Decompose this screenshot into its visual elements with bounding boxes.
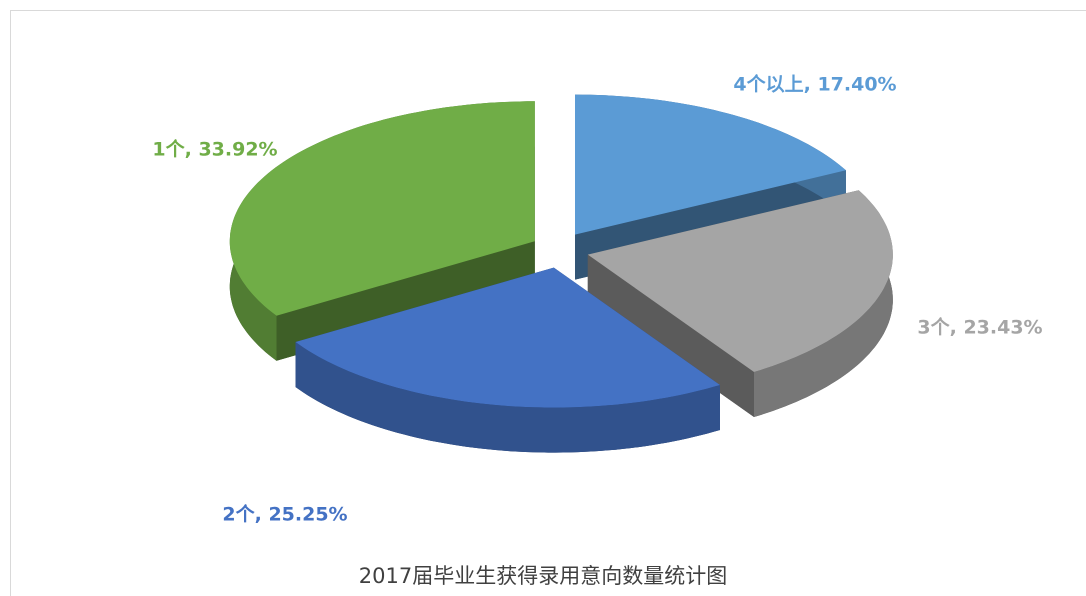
data-label: 1个, 33.92%	[152, 139, 277, 161]
slice-top	[295, 267, 720, 408]
data-label: 3个, 23.43%	[917, 317, 1042, 339]
data-label: 4个以上, 17.40%	[733, 74, 896, 96]
slice-radial-wall	[587, 254, 754, 417]
slice-top	[229, 101, 535, 316]
slice-outer-wall	[295, 342, 720, 453]
pie-slice	[587, 190, 893, 417]
slice-top	[587, 190, 893, 372]
chart-frame	[10, 10, 1086, 596]
slice-top	[575, 94, 846, 235]
slice-outer-wall	[754, 190, 893, 417]
data-label: 2个, 25.25%	[222, 504, 347, 526]
pie-slice	[295, 267, 720, 453]
chart-title: 2017届毕业生获得录用意向数量统计图	[359, 564, 727, 588]
